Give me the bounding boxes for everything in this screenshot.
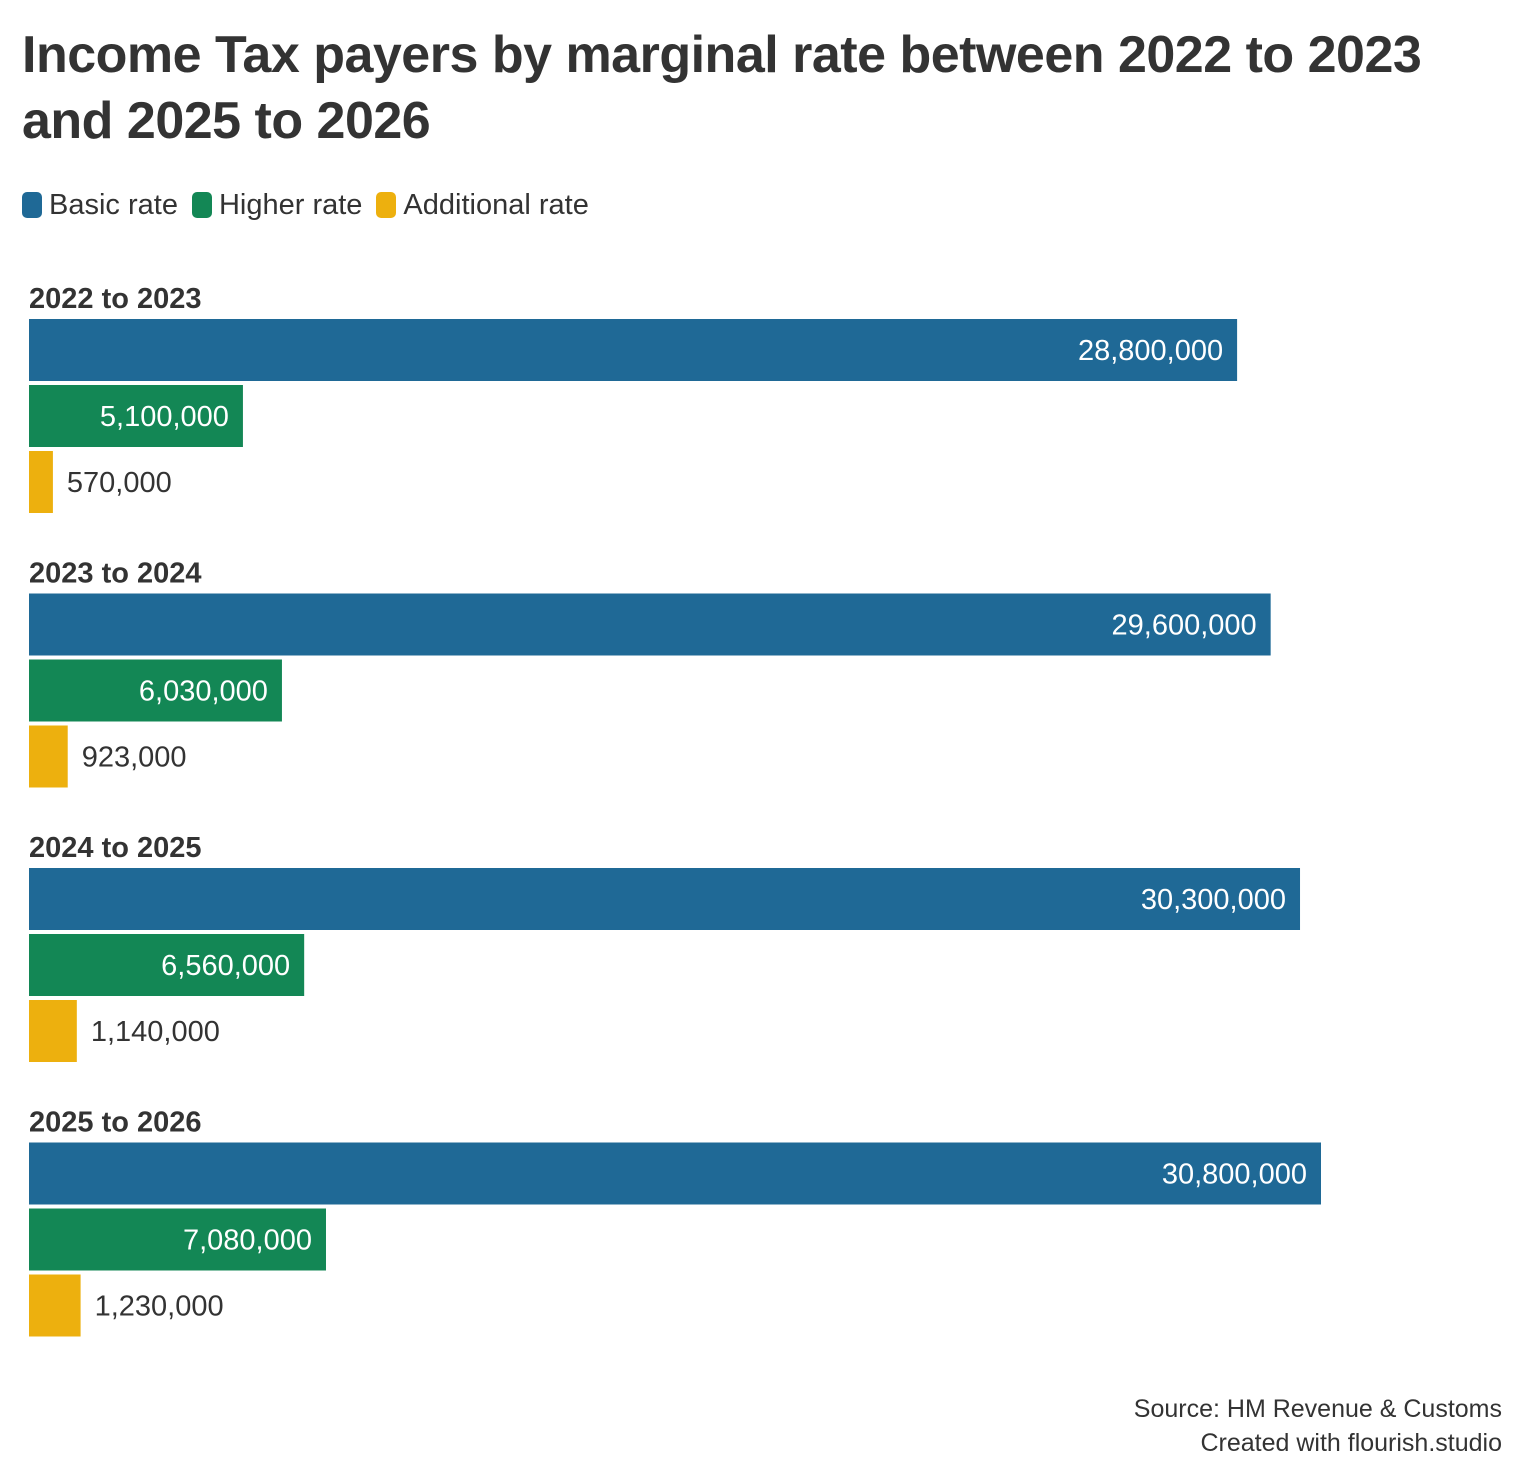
- bar-additional-rate-2022-to-2023[interactable]: [29, 451, 53, 513]
- bar-basic-rate-2022-to-2023[interactable]: [29, 319, 1238, 381]
- value-label-additional-rate-2022-to-2023: 570,000: [67, 467, 172, 499]
- bar-group-2025-to-2026: 2025 to 2026 30,800,000 7,080,000 1,230,000: [29, 1107, 1321, 1337]
- legend-label-higher-rate: Higher rate: [218, 188, 363, 221]
- bar-additional-rate-2025-to-2026[interactable]: [29, 1274, 81, 1337]
- category-label: 2022 to 2023: [29, 283, 202, 315]
- legend-label-additional-rate: Additional rate: [403, 188, 589, 221]
- bar-basic-rate-2025-to-2026[interactable]: [29, 1142, 1321, 1205]
- bar-group-2022-to-2023: 2022 to 2023 28,800,000 5,100,000 570,000: [29, 283, 1238, 513]
- category-label: 2023 to 2024: [29, 558, 202, 590]
- bar-basic-rate-2024-to-2025[interactable]: [29, 868, 1301, 930]
- legend-label-basic-rate: Basic rate: [49, 188, 178, 221]
- bar-group-2023-to-2024: 2023 to 2024 29,600,000 6,030,000 923,000: [29, 558, 1271, 788]
- bar-higher-rate-2022-to-2023[interactable]: [29, 385, 243, 447]
- legend-swatch-basic-rate: [22, 192, 42, 218]
- bar-basic-rate-2023-to-2024[interactable]: [29, 593, 1271, 656]
- value-label-basic-rate-2024-to-2025: 30,300,000: [1141, 884, 1286, 916]
- bar-additional-rate-2023-to-2024[interactable]: [29, 725, 68, 788]
- category-label: 2024 to 2025: [29, 832, 202, 864]
- legend-item-basic-rate[interactable]: Basic rate: [22, 189, 178, 222]
- value-label-higher-rate-2022-to-2023: 5,100,000: [100, 401, 229, 433]
- chart-title: Income Tax payers by marginal rate betwe…: [22, 26, 1422, 150]
- legend-swatch-additional-rate: [376, 192, 397, 218]
- legend-item-additional-rate[interactable]: Additional rate: [376, 188, 589, 222]
- legend-item-higher-rate[interactable]: Higher rate: [191, 188, 363, 222]
- value-label-basic-rate-2022-to-2023: 28,800,000: [1078, 335, 1223, 367]
- bar-higher-rate-2024-to-2025[interactable]: [29, 934, 305, 996]
- credit-note[interactable]: Created with flourish.studio: [1200, 1429, 1502, 1457]
- value-label-higher-rate-2023-to-2024: 6,030,000: [139, 676, 268, 708]
- value-label-higher-rate-2024-to-2025: 6,560,000: [161, 950, 290, 982]
- bar-chart: 2022 to 202328,800,0005,100,000570,00020…: [29, 283, 1321, 1337]
- value-label-basic-rate-2023-to-2024: 29,600,000: [1112, 610, 1257, 642]
- value-label-additional-rate-2023-to-2024: 923,000: [82, 742, 187, 774]
- bar-higher-rate-2023-to-2024[interactable]: [29, 659, 282, 722]
- bar-higher-rate-2025-to-2026[interactable]: [29, 1208, 326, 1271]
- legend: Basic rate Higher rate Additional rate: [22, 186, 603, 224]
- value-label-additional-rate-2025-to-2026: 1,230,000: [95, 1291, 224, 1323]
- value-label-additional-rate-2024-to-2025: 1,140,000: [91, 1016, 220, 1048]
- value-label-higher-rate-2025-to-2026: 7,080,000: [183, 1225, 312, 1257]
- source-note: Source: HM Revenue & Customs: [1133, 1395, 1502, 1423]
- chart-footer: Source: HM Revenue & Customs Created wit…: [1134, 1392, 1502, 1460]
- legend-swatch-higher-rate: [191, 192, 212, 218]
- bar-additional-rate-2024-to-2025[interactable]: [29, 1000, 77, 1062]
- bar-group-2024-to-2025: 2024 to 2025 30,300,000 6,560,000 1,140,000: [29, 832, 1301, 1062]
- category-label: 2025 to 2026: [29, 1107, 202, 1139]
- value-label-basic-rate-2025-to-2026: 30,800,000: [1162, 1159, 1307, 1191]
